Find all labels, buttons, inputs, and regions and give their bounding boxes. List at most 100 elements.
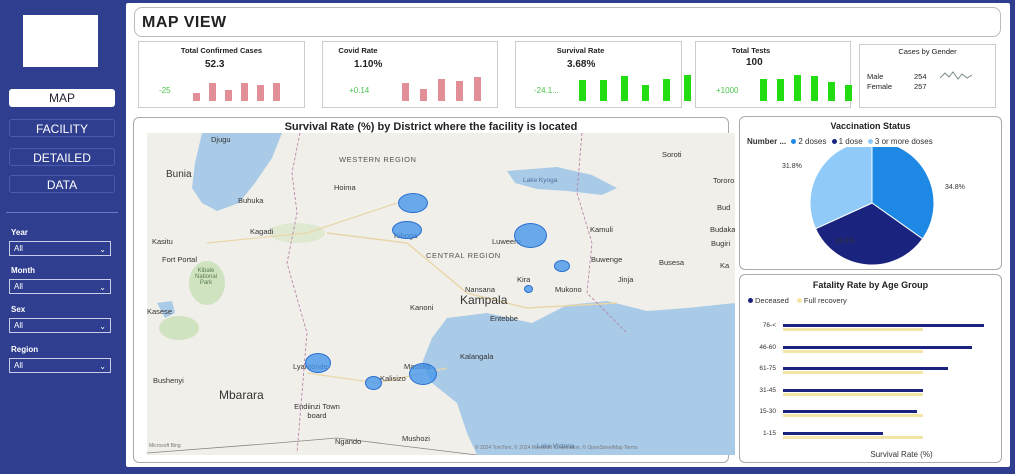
kpi-spark-bar: [621, 76, 628, 101]
kpi-delta: +1000: [716, 86, 739, 95]
recovery-bar[interactable]: [783, 349, 923, 353]
kpi-covid-rate[interactable]: Covid Rate 1.10% +0.14: [322, 41, 498, 108]
fatality-title: Fatality Rate by Age Group: [812, 280, 929, 290]
vaccination-legend-item[interactable]: 1 dose: [831, 137, 863, 146]
kpi-spark-bar: [642, 85, 649, 101]
map-label-busesa: Busesa: [659, 258, 685, 267]
age-group-label: 31-45: [759, 386, 776, 394]
map-label-kalisizo: Kalisizo: [380, 374, 406, 383]
pie-slice[interactable]: [809, 147, 873, 230]
map-bubble-kiboga[interactable]: [392, 221, 422, 239]
kpi-total-confirmed-cases[interactable]: Total Confirmed Cases 52.3 -25: [138, 41, 305, 108]
fatality-bar-chart[interactable]: 76-< 46-60 61-75 31-45 15-30 1-15: [740, 275, 1003, 464]
recovery-bar[interactable]: [783, 371, 923, 374]
district-map[interactable]: Djugu Bunia Hoima Buhuka Kagadi Kiboga K…: [147, 133, 735, 455]
kpi-delta: -25: [159, 86, 171, 95]
map-label-tororo: Tororo: [713, 176, 735, 185]
pie-slice[interactable]: [871, 147, 935, 240]
kpi-spark-bar: [811, 76, 818, 101]
map-label-hoima: Hoima: [334, 183, 356, 192]
map-bubble-mukono[interactable]: [554, 260, 570, 272]
legend-dot-icon: [796, 298, 802, 303]
age-group-label: 46-60: [759, 343, 776, 351]
sex-filter-select[interactable]: All ⌄: [9, 318, 111, 333]
vaccination-pie-chart[interactable]: 34.8% 33.4% 31.8%: [740, 147, 1003, 267]
map-label-mushozi: Mushozi: [402, 434, 430, 443]
map-label-nansana: Nansana: [465, 285, 496, 294]
map-bubble-hoima[interactable]: [398, 193, 428, 213]
deceased-bar[interactable]: [783, 345, 972, 349]
map-label-kamuli: Kamuli: [590, 225, 613, 234]
kpi-title: Covid Rate: [338, 46, 378, 55]
nav-data[interactable]: DATA: [9, 175, 115, 193]
nav-map[interactable]: MAP: [9, 89, 115, 107]
gender-row-female: Female 257: [867, 82, 927, 91]
map-bubble-kalisizo[interactable]: [365, 376, 382, 390]
kpi-title: Survival Rate: [556, 46, 605, 55]
sex-filter-label: Sex: [11, 305, 26, 314]
age-group-label: 1-15: [762, 429, 776, 437]
main-canvas: MAP VIEW Total Confirmed Cases 52.3 -25 …: [126, 3, 1010, 467]
recovery-bar[interactable]: [783, 414, 923, 417]
nav-detailed[interactable]: DETAILED: [9, 148, 115, 166]
deceased-bar[interactable]: [783, 431, 883, 435]
age-group-label: 61-75: [759, 365, 776, 372]
chevron-down-icon: ⌄: [99, 283, 106, 292]
vaccination-legend-item[interactable]: 2 doses: [791, 137, 826, 146]
fatality-legend-item[interactable]: Deceased: [748, 296, 789, 305]
map-label-bugiri: Bugiri: [711, 239, 731, 248]
cases-by-gender-card[interactable]: Cases by Gender Male 254 Female 257: [859, 44, 996, 108]
kpi-total-tests[interactable]: Total Tests 100 +1000: [695, 41, 852, 108]
region-filter-select[interactable]: All ⌄: [9, 358, 111, 373]
map-label-ngando: Ngando: [335, 437, 362, 446]
map-label-djugu: Djugu: [211, 135, 231, 144]
page-header: MAP VIEW: [134, 7, 1001, 37]
month-filter-select[interactable]: All ⌄: [9, 279, 111, 294]
kpi-spark-bar: [794, 75, 801, 101]
logo-placeholder: [23, 15, 98, 67]
year-filter-select[interactable]: All ⌄: [9, 241, 111, 256]
map-bubble-masaka[interactable]: [409, 363, 437, 385]
kpi-spark-bar: [456, 80, 463, 101]
pie-slice[interactable]: [814, 202, 924, 266]
deceased-bar[interactable]: [783, 410, 917, 413]
month-filter-value: All: [14, 282, 23, 291]
kpi-title: Total Confirmed Cases: [180, 46, 263, 55]
vaccination-title: Vaccination Status: [830, 121, 911, 131]
map-label-lake-victoria: Lake Victoria: [537, 443, 575, 450]
kpi-spark-bar: [579, 80, 586, 101]
legend-label: 3 or more doses: [874, 137, 933, 146]
recovery-bar[interactable]: [783, 392, 923, 396]
deceased-bar[interactable]: [783, 388, 923, 392]
legend-label: 2 doses: [798, 137, 827, 146]
kpi-spark-bar: [193, 93, 200, 101]
vaccination-panel: Vaccination Status Number ... 2 doses 1 …: [739, 116, 1002, 270]
map-label-kasese: Kasese: [147, 307, 173, 316]
kpi-survival-rate[interactable]: Survival Rate 3.68% -24.1...: [515, 41, 691, 108]
recovery-bar[interactable]: [783, 435, 923, 439]
map-bubble-kampala[interactable]: [524, 285, 533, 293]
gender-male-label: Male: [867, 72, 884, 81]
gender-sparkline: [940, 71, 972, 80]
map-bubble-lyantonde[interactable]: [305, 353, 331, 373]
gender-female-value: 257: [914, 82, 927, 91]
map-label-bushenyi: Bushenyi: [153, 376, 184, 385]
nav-facility[interactable]: FACILITY: [9, 119, 115, 137]
deceased-bar[interactable]: [783, 324, 985, 327]
kpi-spark-bar: [402, 83, 409, 101]
recovery-bar[interactable]: [783, 328, 923, 331]
fatality-x-axis-label: Survival Rate (%): [870, 450, 933, 459]
map-label-fort-portal: Fort Portal: [162, 255, 198, 264]
deceased-bar[interactable]: [783, 367, 949, 370]
kpi-spark-bar: [760, 78, 767, 101]
map-label-luweero: Luweero: [492, 237, 521, 246]
fatality-legend-item[interactable]: Full recovery: [796, 296, 847, 305]
map-label-lake-kyoga: Lake Kyoga: [523, 177, 558, 184]
gender-male-value: 254: [914, 72, 927, 81]
map-label-mbarara: Mbarara: [219, 388, 264, 402]
map-attribution[interactable]: © 2024 TomTom, © 2024 Microsoft Corporat…: [475, 445, 638, 451]
vaccination-legend-item[interactable]: 3 or more doses: [867, 137, 933, 146]
map-bubble-luweero[interactable]: [514, 223, 547, 248]
legend-label: Full recovery: [803, 296, 847, 305]
map-title: Survival Rate (%) by District where the …: [284, 121, 578, 133]
